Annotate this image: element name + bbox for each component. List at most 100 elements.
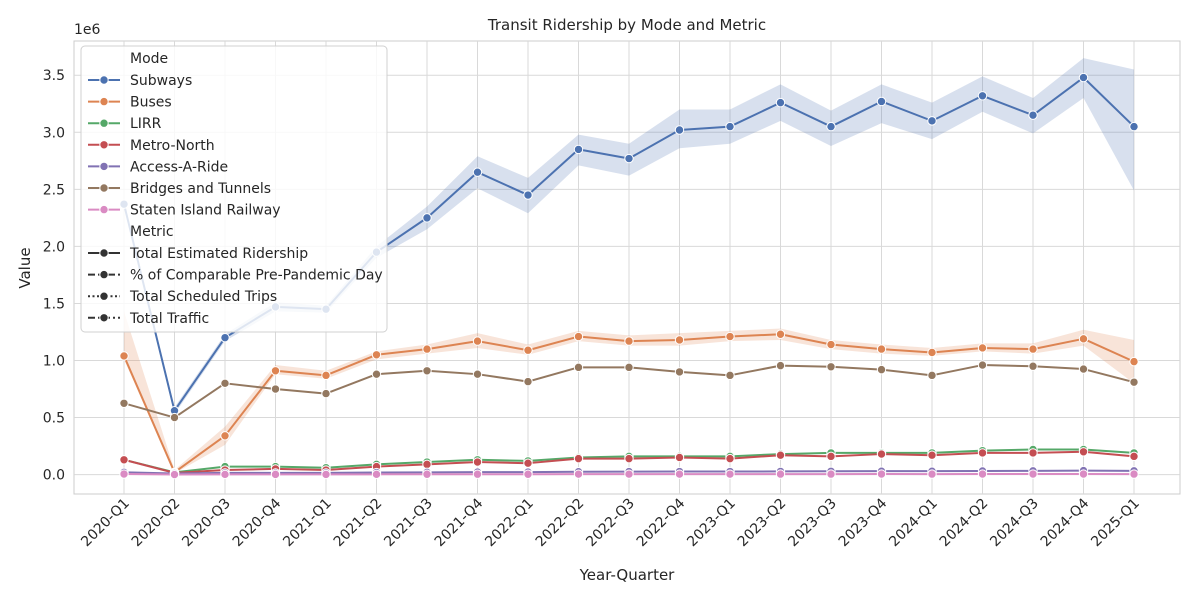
legend-swatch-marker (99, 161, 109, 172)
y-tick-label: 1.0 (43, 353, 65, 369)
x-tick-label: 2020-Q1 (78, 496, 133, 551)
point-bridges-and-tunnels (472, 369, 483, 379)
point-subways (472, 167, 483, 177)
legend-title-mode: Mode (130, 51, 168, 67)
point-staten-island-railway (573, 469, 584, 479)
point-buses (624, 336, 634, 346)
point-buses (220, 431, 230, 441)
point-bridges-and-tunnels (1129, 377, 1139, 387)
y-tick-label: 0.5 (43, 411, 65, 427)
point-staten-island-railway (977, 469, 988, 479)
point-staten-island-railway (927, 469, 937, 479)
legend-item-label: Total Estimated Ridership (129, 246, 308, 262)
point-metro-north (1028, 448, 1038, 458)
legend-item-label: Bridges and Tunnels (130, 181, 271, 197)
x-tick-label: 2021-Q3 (381, 496, 436, 551)
point-subways (1129, 121, 1139, 132)
x-tick-label: 2022-Q2 (533, 496, 588, 551)
point-metro-north (977, 448, 988, 458)
legend-item-label: Access-A-Ride (130, 159, 228, 175)
point-staten-island-railway (826, 469, 836, 479)
y-offset-label: 1e6 (74, 22, 101, 38)
point-bridges-and-tunnels (624, 362, 634, 373)
legend-dash-marker (99, 269, 109, 280)
x-tick-label: 2022-Q4 (634, 495, 689, 550)
point-metro-north (422, 459, 432, 470)
point-subways (775, 97, 786, 108)
point-staten-island-railway (422, 469, 432, 479)
point-subways (422, 213, 432, 223)
point-metro-north (523, 458, 533, 468)
point-buses (1078, 334, 1089, 344)
point-bridges-and-tunnels (876, 364, 887, 375)
point-buses (472, 336, 483, 346)
point-metro-north (725, 453, 735, 464)
point-staten-island-railway (523, 469, 533, 479)
legend-swatch-marker (99, 118, 109, 128)
legend-item-label: Metro-North (130, 138, 215, 154)
point-bridges-and-tunnels (977, 360, 988, 370)
legend-swatch-marker (99, 183, 109, 193)
x-tick-label: 2022-Q3 (583, 496, 638, 551)
point-buses (371, 350, 382, 360)
point-buses (1129, 356, 1139, 367)
legend-swatch-marker (99, 75, 109, 85)
point-metro-north (119, 455, 129, 465)
legend-item-label: Buses (130, 95, 172, 111)
x-tick-label: 2021-Q2 (331, 496, 386, 551)
point-buses (321, 370, 331, 381)
x-tick-label: 2021-Q4 (432, 495, 487, 550)
point-staten-island-railway (624, 469, 634, 479)
x-tick-label: 2024-Q2 (937, 496, 992, 551)
legend-swatch-marker (99, 140, 109, 150)
point-staten-island-railway (371, 469, 382, 480)
point-staten-island-railway (270, 469, 281, 480)
point-staten-island-railway (472, 469, 483, 479)
point-bridges-and-tunnels (725, 370, 735, 381)
point-bridges-and-tunnels (371, 369, 382, 379)
point-bridges-and-tunnels (169, 412, 180, 423)
legend-item-label: LIRR (130, 116, 162, 132)
point-bridges-and-tunnels (1028, 361, 1038, 371)
y-tick-label: 1.5 (43, 296, 65, 312)
chart-title: Transit Ridership by Mode and Metric (487, 16, 766, 34)
legend-item-label: Staten Island Railway (130, 203, 281, 219)
x-tick-label: 2024-Q4 (1038, 495, 1093, 550)
point-buses (523, 345, 533, 355)
point-metro-north (927, 450, 937, 460)
legend-item-label: % of Comparable Pre-Pandemic Day (130, 268, 383, 284)
point-buses (119, 351, 129, 361)
point-metro-north (1078, 447, 1089, 457)
x-tick-label: 2023-Q4 (836, 495, 891, 550)
legend-swatch-marker (99, 96, 109, 107)
point-bridges-and-tunnels (270, 384, 281, 394)
point-bridges-and-tunnels (927, 370, 937, 381)
legend-dash-marker (99, 248, 109, 258)
legend-dash-marker (99, 291, 109, 301)
point-bridges-and-tunnels (321, 388, 331, 399)
point-buses (927, 347, 937, 358)
x-tick-label: 2022-Q1 (482, 496, 537, 551)
point-subways (220, 332, 230, 343)
point-subways (1028, 110, 1038, 120)
point-staten-island-railway (725, 469, 735, 479)
point-bridges-and-tunnels (119, 398, 129, 408)
point-metro-north (775, 450, 786, 460)
point-metro-north (573, 453, 584, 464)
point-subways (1078, 72, 1089, 83)
point-metro-north (472, 457, 483, 467)
point-bridges-and-tunnels (775, 360, 786, 371)
point-metro-north (876, 449, 887, 459)
point-bridges-and-tunnels (220, 378, 230, 389)
legend-item-label: Subways (130, 73, 192, 89)
point-subways (624, 153, 634, 164)
x-axis-title: Year-Quarter (579, 566, 676, 584)
legend-metrics: Total Estimated Ridership % of Comparable… (88, 246, 383, 327)
x-tick-labels: 2020-Q12020-Q22020-Q32020-Q42021-Q12021-… (78, 495, 1143, 550)
point-staten-island-railway (119, 469, 129, 479)
y-tick-labels: 0.0 0.5 1.0 1.5 2.0 2.5 3.0 3.5 (43, 68, 65, 483)
y-axis-title: Value (16, 247, 34, 288)
point-subways (876, 96, 887, 107)
legend-item-label: Total Scheduled Trips (129, 289, 277, 305)
